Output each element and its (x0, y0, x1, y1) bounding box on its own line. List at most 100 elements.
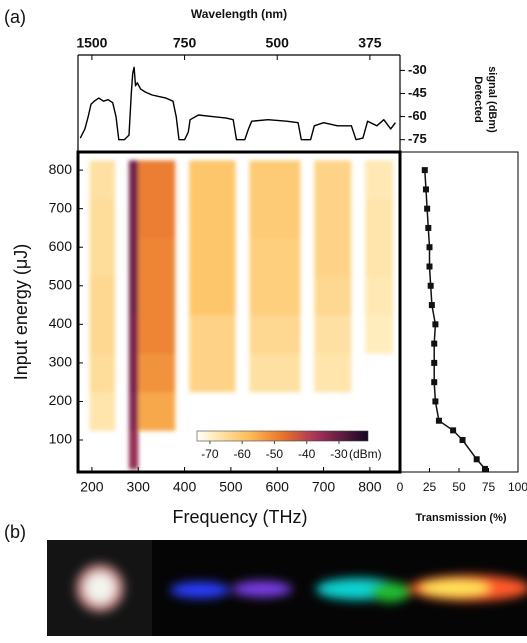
heatmap-cell (89, 276, 116, 316)
transmission-marker (459, 437, 466, 443)
y-tick-label: 600 (49, 238, 73, 254)
plot-frame (76, 150, 402, 474)
x-tick-label: 25 (423, 480, 437, 494)
transmission-marker (427, 282, 434, 289)
heatmap-cells (89, 160, 394, 470)
heatmap-cell (189, 237, 236, 277)
heatmap-cell (365, 199, 394, 239)
heatmap-cell (128, 199, 139, 239)
transmission-marker (421, 167, 428, 174)
y-tick-label: 700 (49, 199, 73, 215)
colorbar-tick-label: -60 (233, 447, 251, 461)
transmission-marker (432, 398, 439, 405)
heatmap-cell (138, 276, 176, 316)
x-tick-label: 500 (266, 35, 290, 51)
panel-label: (b) (4, 522, 26, 542)
charts: Wavelength (nm) 1500 75 0 500 375 -30 -45 -60 -75… (11, 7, 527, 527)
heatmap-cell (249, 160, 301, 200)
heatmap-cell (128, 237, 139, 277)
colorbar-label: (dBm) (349, 447, 382, 461)
heatmap-cell (189, 199, 236, 239)
heatmap-cell (314, 160, 352, 200)
heatmap-cell (189, 160, 236, 200)
x-tick-label: 50 (452, 480, 466, 494)
transmission-marker (432, 321, 439, 328)
y-tick-label: 200 (49, 392, 73, 408)
transmission-marker (422, 186, 429, 193)
heatmap-cell (189, 314, 236, 354)
x-tick-label: 400 (173, 479, 197, 495)
heatmap-cell (128, 160, 139, 200)
x-tick-label: 100 (508, 480, 527, 494)
heatmap-cell (365, 160, 394, 200)
beam-photo (47, 540, 527, 636)
x-tick-label: 300 (127, 479, 151, 495)
y-tick-label: -75 (408, 131, 427, 146)
panel-label: (a) (4, 7, 26, 27)
transmission-marker (425, 224, 432, 231)
heatmap-cell (89, 391, 116, 431)
x-axis-title: Wavelength (nm) (191, 7, 287, 21)
transmission-marker (481, 465, 488, 472)
x-tick-label: 600 (266, 479, 290, 495)
heatmap-cell (249, 237, 301, 277)
heatmap-cell (365, 276, 394, 316)
y-tick-label: 300 (49, 354, 73, 370)
heatmap-cell (249, 314, 301, 354)
streak (370, 582, 410, 602)
heatmap-cell (89, 160, 116, 200)
x-tick-label: 375 (358, 35, 382, 51)
heatmap-cell (128, 430, 139, 470)
x-tick-label: 1500 (76, 35, 107, 51)
heatmap-cell (89, 314, 116, 354)
transmission-marker (450, 427, 457, 434)
heatmap-cell (314, 199, 352, 239)
colorbar-tick-label: -30 (330, 447, 348, 461)
x-tick-label: 0 (397, 480, 404, 494)
heatmap-cell (138, 314, 176, 354)
y-tick-label: -60 (408, 108, 427, 123)
streak (170, 582, 230, 598)
heatmap-cell (249, 276, 301, 316)
heatmap-cell (365, 237, 394, 277)
heatmap-cell (365, 314, 394, 354)
streak (232, 581, 292, 597)
plot-frame (399, 151, 519, 473)
heatmap-cell (128, 314, 139, 354)
y-tick-label: 400 (49, 315, 73, 331)
streak (420, 580, 490, 596)
y-tick-label: 800 (49, 161, 73, 177)
y-tick-label: 500 (49, 276, 73, 292)
x-tick-label: 75 (482, 480, 496, 494)
colorbar-tick-label: -50 (266, 447, 284, 461)
heatmap-cell (128, 353, 139, 393)
beam-spots (76, 564, 527, 612)
y-axis-title: Detected (472, 76, 484, 122)
y-tick-label: -45 (408, 85, 427, 100)
colorbar (196, 430, 369, 442)
y-tick-label: 100 (49, 431, 73, 447)
heatmap-cell (314, 237, 352, 277)
transmission-marker (435, 417, 442, 424)
transmission-marker (426, 244, 433, 251)
transmission-marker (431, 359, 438, 366)
heatmap-cell (89, 237, 116, 277)
heatmap-cell (128, 391, 139, 431)
transmission-marker (428, 302, 435, 309)
transmission-marker (426, 263, 433, 270)
x-tick-label: 700 (312, 479, 336, 495)
heatmap-cell (314, 353, 352, 393)
transmission-marker (431, 340, 438, 347)
transmission-marker (424, 205, 431, 212)
spot (85, 573, 115, 603)
heatmap-cell (138, 353, 176, 393)
x-tick-label: 200 (80, 479, 104, 495)
heatmap-cell (89, 199, 116, 239)
transmission-marker (431, 379, 438, 386)
heatmap-cell (128, 276, 139, 316)
heatmap-cell (314, 276, 352, 316)
heatmap-cell (89, 353, 116, 393)
y-axis-title: signal (dBm) (486, 66, 498, 133)
